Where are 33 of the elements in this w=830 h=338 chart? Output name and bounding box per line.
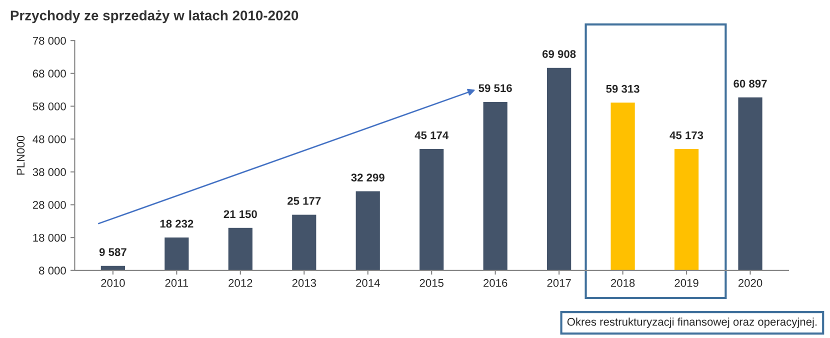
data-label: 32 299 xyxy=(351,174,384,182)
x-tick-label: 2019 xyxy=(674,279,698,287)
x-tick-label: 2015 xyxy=(420,279,444,287)
chart-title: Przychody ze sprzedaży w latach 2010-2020 xyxy=(10,10,298,24)
x-tick-label: 2014 xyxy=(356,279,380,287)
data-label: 25 177 xyxy=(288,196,321,205)
x-tick-label: 2011 xyxy=(165,279,188,287)
x-tick-label: 2020 xyxy=(738,279,762,287)
y-tick-label: 78 000 xyxy=(32,36,66,45)
data-label: 59 516 xyxy=(478,84,512,92)
x-tick-label: 2012 xyxy=(228,279,252,287)
x-tick-label: 2018 xyxy=(611,279,635,287)
y-tick-label: 68 000 xyxy=(32,70,66,78)
y-axis-title: PLN000 xyxy=(16,136,25,175)
x-tick-label: 2013 xyxy=(292,279,316,287)
text: Okres restrukturyzacji finansowej oraz operacyjnej. xyxy=(567,318,817,328)
data-label: 45 174 xyxy=(414,131,449,140)
y-tick-label: 48 000 xyxy=(32,135,66,144)
y-tick-label: 18 000 xyxy=(33,234,66,242)
x-tick-label: 2016 xyxy=(484,279,508,287)
x-tick-label: 2010 xyxy=(101,279,125,287)
y-tick-label: 38 000 xyxy=(32,168,66,176)
data-label: 60 897 xyxy=(734,80,767,88)
data-label: 9 587 xyxy=(99,248,126,256)
data-label: 18 232 xyxy=(160,220,194,228)
data-label: 59 313 xyxy=(606,84,640,93)
y-tick-label: 28 000 xyxy=(32,201,66,209)
data-label: 69 908 xyxy=(542,50,576,58)
y-tick-label: 58 000 xyxy=(32,102,66,110)
data-label: 45 173 xyxy=(670,131,704,140)
data-label: 21 150 xyxy=(224,210,257,218)
x-tick-label: 2017 xyxy=(547,279,571,287)
y-tick-label: 8 000 xyxy=(39,266,66,275)
